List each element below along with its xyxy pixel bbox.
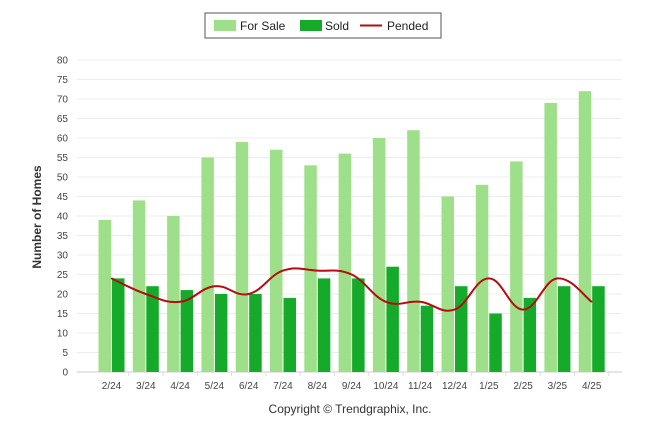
bar-sold xyxy=(249,294,262,372)
legend-label: For Sale xyxy=(240,19,286,33)
pended-point xyxy=(247,293,250,295)
y-tick-label: 30 xyxy=(57,251,69,262)
y-tick-label: 40 xyxy=(57,212,69,223)
bar-sold xyxy=(420,305,434,372)
y-tick-label: 45 xyxy=(57,192,69,203)
pended-point xyxy=(488,277,490,280)
y-tick-label: 70 xyxy=(57,95,69,106)
y-axis-title: Number of Homes xyxy=(30,165,44,269)
bar-for-sale xyxy=(167,216,180,372)
bar-for-sale xyxy=(475,184,489,372)
bar-sold xyxy=(489,313,502,372)
x-tick-label: 9/24 xyxy=(342,381,362,392)
y-tick-label: 15 xyxy=(57,309,69,320)
pended-point xyxy=(419,301,422,303)
bar-sold xyxy=(283,297,296,372)
legend-swatch xyxy=(300,20,322,31)
bar-for-sale xyxy=(98,219,111,372)
pended-point xyxy=(385,301,387,303)
bar-sold xyxy=(592,286,605,372)
bar-for-sale xyxy=(270,149,283,372)
x-tick-label: 3/24 xyxy=(136,381,156,392)
x-tick-label: 5/24 xyxy=(205,381,225,392)
x-tick-label: 2/24 xyxy=(102,381,122,392)
legend-label: Pended xyxy=(387,19,428,33)
y-tick-label: 60 xyxy=(57,134,69,145)
bar-for-sale xyxy=(544,102,557,373)
pended-point xyxy=(556,277,559,280)
pended-point xyxy=(282,269,284,272)
bar-for-sale xyxy=(235,141,249,372)
y-tick-label: 75 xyxy=(57,75,69,86)
y-tick-label: 5 xyxy=(62,348,68,359)
x-tick-label: 8/24 xyxy=(308,381,328,392)
y-tick-label: 10 xyxy=(57,329,69,340)
x-axis: 2/24 3/24 4/24 5/24 6/24 7/24 8/24 9/24 10/24 11/… xyxy=(102,372,610,392)
y-tick-label: 35 xyxy=(57,231,69,242)
bar-sold xyxy=(317,278,331,372)
y-tick-label: 20 xyxy=(57,290,69,301)
x-tick-label: 3/25 xyxy=(548,381,568,392)
pended-point xyxy=(145,293,147,295)
copyright-text: Copyright © Trendgraphix, Inc. xyxy=(269,402,432,416)
bar-sold xyxy=(214,294,228,372)
bar-for-sale xyxy=(338,153,352,372)
bar-sold xyxy=(112,278,125,372)
x-tick-label: 12/24 xyxy=(442,381,467,392)
pended-point xyxy=(590,301,593,303)
pended-line-layer xyxy=(110,267,593,312)
bar-for-sale xyxy=(304,165,317,372)
bar-for-sale xyxy=(201,157,214,372)
x-tick-label: 4/24 xyxy=(170,381,190,392)
x-tick-label: 7/24 xyxy=(273,381,293,392)
pended-point xyxy=(316,269,319,272)
pended-point xyxy=(110,277,113,280)
bar-for-sale xyxy=(441,196,454,372)
pended-point xyxy=(453,308,456,311)
y-tick-label: 25 xyxy=(57,270,69,281)
x-tick-label: 2/25 xyxy=(513,381,533,392)
y-tick-label: 0 xyxy=(62,368,68,379)
legend-label: Sold xyxy=(325,19,349,33)
bar-for-sale xyxy=(578,91,592,372)
bar-sold xyxy=(146,286,159,372)
legend-swatch xyxy=(214,20,236,31)
x-tick-label: 1/25 xyxy=(479,381,499,392)
y-tick-label: 80 xyxy=(57,56,69,67)
x-tick-label: 4/25 xyxy=(582,381,602,392)
bar-for-sale xyxy=(510,161,523,372)
y-tick-label: 50 xyxy=(57,173,69,184)
y-tick-label: 55 xyxy=(57,153,69,164)
x-tick-label: 6/24 xyxy=(239,381,259,392)
pended-point xyxy=(522,308,524,311)
pended-point xyxy=(213,285,216,288)
pended-point xyxy=(179,301,181,303)
bar-sold xyxy=(386,266,399,372)
bar-sold xyxy=(180,290,194,372)
legend: For Sale Sold Pended xyxy=(204,12,442,39)
x-tick-label: 11/24 xyxy=(408,381,433,392)
y-axis: 0 5 10 15 20 25 30 35 40 45 50 55 60 65 70 75 80 xyxy=(57,56,69,379)
bar-for-sale xyxy=(132,200,146,372)
bar-sold xyxy=(557,286,571,372)
bar-for-sale xyxy=(372,138,386,372)
legend-box xyxy=(204,12,442,39)
pended-point xyxy=(350,273,353,276)
bar-sold xyxy=(523,297,537,372)
bar-sold xyxy=(352,278,365,372)
bars xyxy=(98,91,605,373)
x-tick-label: 10/24 xyxy=(373,381,398,392)
y-tick-label: 65 xyxy=(57,114,69,125)
bar-for-sale xyxy=(407,130,420,372)
